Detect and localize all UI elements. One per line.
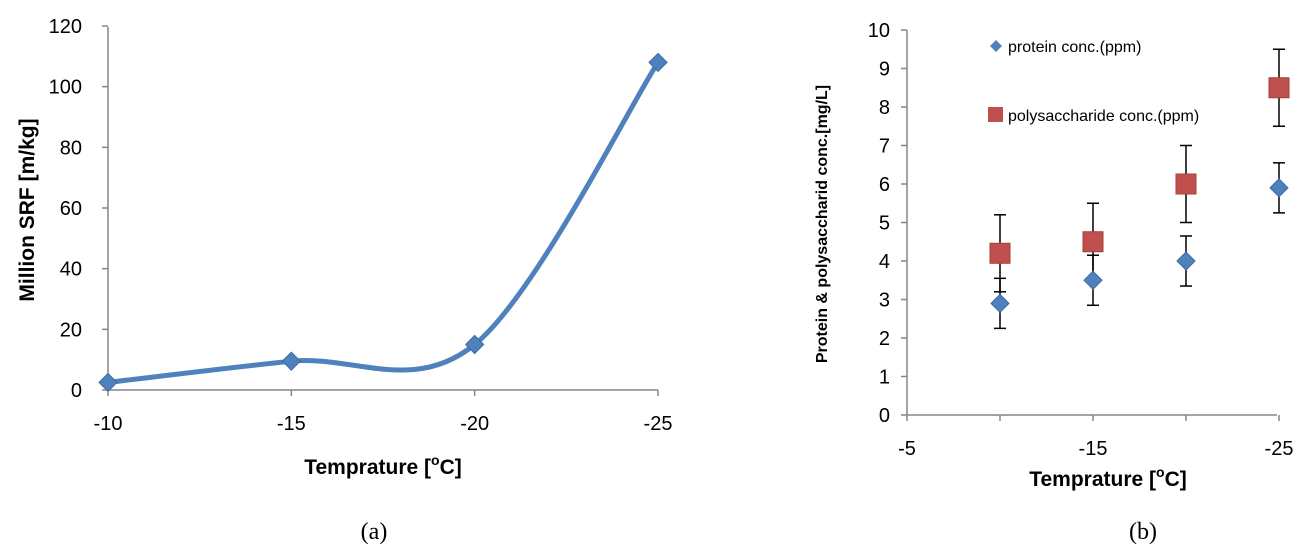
chart-b-y-tick-label: 4 <box>879 251 890 273</box>
chart-b-polysaccharide-point <box>1268 77 1290 99</box>
chart-b-x-axis-label: Temprature [oC] <box>1029 464 1187 491</box>
chart-b-x-tick-label: -15 <box>1079 438 1108 460</box>
chart-b-polysaccharide-point <box>1175 173 1197 195</box>
chart-a-y-ticks: 0 20 40 60 80 100 120 <box>49 16 108 402</box>
chart-b-x-ticks: -5 -15 -25 <box>898 415 1293 460</box>
chart-a-x-tick-label: -10 <box>94 413 123 435</box>
chart-a-x-tick-label: -25 <box>644 413 673 435</box>
chart-b-y-ticks: 0 1 2 3 4 5 6 7 8 9 10 <box>868 20 907 427</box>
chart-a-x-tick-label: -15 <box>277 413 306 435</box>
chart-b-y-tick-label: 8 <box>879 97 890 119</box>
chart-a-y-axis-label: Million SRF [m/kg] <box>16 118 39 301</box>
chart-b-y-tick-label: 1 <box>879 367 890 389</box>
chart-b-x-tick-label: -25 <box>1265 438 1294 460</box>
chart-b-y-tick-label: 10 <box>868 20 890 42</box>
chart-b: 0 1 2 3 4 5 6 7 8 9 10 -5 -15 -25 protein conc.(ppm)… <box>814 20 1293 545</box>
chart-a-y-tick-label: 60 <box>60 198 82 220</box>
chart-a-data-point <box>648 52 668 73</box>
chart-b-y-tick-label: 9 <box>879 59 890 81</box>
legend-polysaccharide-marker <box>988 107 1003 122</box>
chart-a-data-point <box>98 372 118 393</box>
chart-a-y-tick-label: 0 <box>71 380 82 402</box>
chart-b-error-bars <box>994 48 1285 330</box>
legend-polysaccharide-label: polysaccharide conc.(ppm) <box>1008 108 1199 125</box>
chart-b-markers <box>989 77 1290 314</box>
chart-b-legend: protein conc.(ppm) polysaccharide conc.(… <box>988 39 1199 125</box>
chart-a-x-axis-label: Temprature [oC] <box>304 452 462 479</box>
chart-b-y-tick-label: 7 <box>879 136 890 158</box>
chart-b-protein-point <box>990 293 1010 314</box>
chart-b-y-tick-label: 0 <box>879 405 890 427</box>
chart-a-x-ticks: -10 -15 -20 -25 <box>94 390 673 435</box>
chart-b-protein-point <box>1083 270 1103 290</box>
chart-b-panel-label: (b) <box>1129 519 1157 545</box>
chart-a-markers <box>98 52 668 393</box>
chart-a-data-point <box>464 334 485 355</box>
chart-b-y-axis-label: Protein & polysaccharid conc.[mg/L] <box>814 85 831 363</box>
chart-b-polysaccharide-point <box>989 242 1011 264</box>
chart-b-x-tick-label: -5 <box>898 438 916 460</box>
legend-protein-label: protein conc.(ppm) <box>1008 39 1141 56</box>
chart-a-series-line <box>105 59 661 385</box>
chart-a-y-tick-label: 100 <box>49 77 82 99</box>
chart-a-y-tick-label: 120 <box>49 16 82 38</box>
chart-a-y-tick-label: 20 <box>60 319 82 341</box>
chart-b-y-tick-label: 5 <box>879 213 890 235</box>
chart-a-y-tick-label: 80 <box>60 137 82 159</box>
chart-a-x-tick-label: -20 <box>460 413 489 435</box>
legend-protein-marker <box>990 40 1002 52</box>
chart-b-y-tick-label: 2 <box>879 328 890 350</box>
chart-a-panel-label: (a) <box>361 519 388 545</box>
chart-a-y-tick-label: 40 <box>60 259 82 281</box>
chart-b-polysaccharide-point <box>1082 231 1104 253</box>
chart-a-data-point <box>281 351 302 371</box>
chart-b-protein-point <box>1269 178 1289 198</box>
chart-b-protein-point <box>1176 251 1196 271</box>
chart-a: 0 20 40 60 80 100 120 -10 -15 -20 -25 Million SRF… <box>16 16 672 545</box>
chart-b-y-tick-label: 6 <box>879 174 890 196</box>
chart-b-y-tick-label: 3 <box>879 290 890 312</box>
